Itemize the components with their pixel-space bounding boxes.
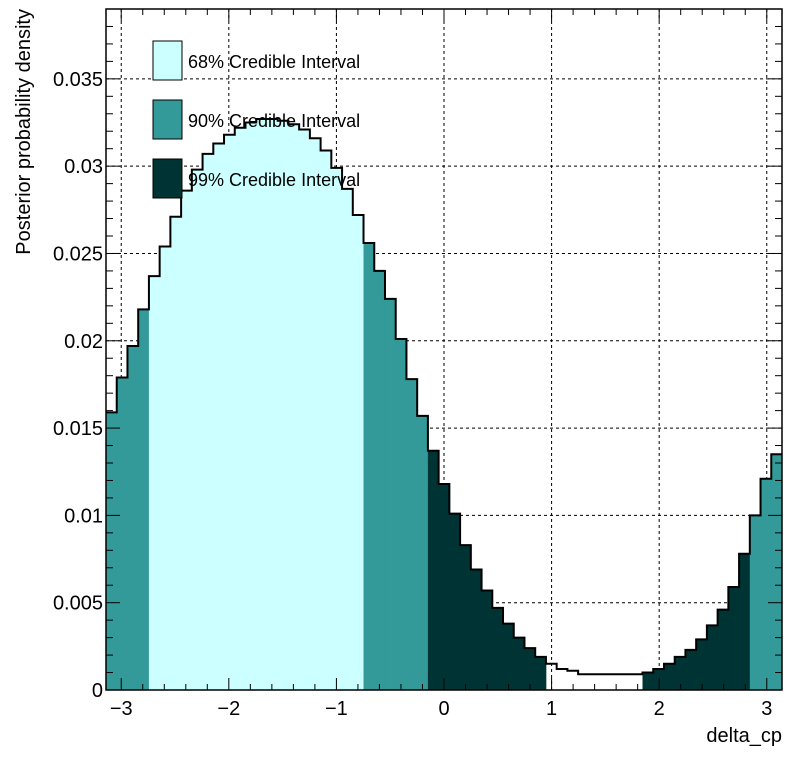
histogram-bar	[352, 215, 364, 691]
histogram-bar	[309, 138, 322, 690]
histogram-bar	[320, 150, 332, 690]
histogram-bar	[696, 639, 708, 690]
legend-entry-label: 99% Credible Interval	[188, 170, 360, 190]
histogram-bar	[706, 625, 719, 690]
histogram-bar	[717, 609, 729, 690]
histogram-bar	[170, 216, 182, 691]
histogram-bar	[106, 412, 118, 690]
histogram-bar	[449, 513, 461, 690]
x-tick-label: 0	[438, 698, 449, 720]
histogram-bar	[460, 545, 472, 690]
y-tick-label: 0.015	[53, 418, 103, 440]
histogram-bar	[492, 607, 504, 690]
x-tick-label: 1	[546, 698, 557, 720]
y-tick-label: 0	[92, 680, 103, 702]
y-axis-title: Posterior probability density	[13, 9, 35, 255]
histogram-bar	[277, 120, 289, 690]
histogram-bar	[245, 122, 257, 690]
x-tick-labels: −3 −2 −1 0 1 2 3	[110, 698, 773, 720]
legend-swatch	[152, 40, 183, 81]
histogram-bar	[760, 478, 772, 690]
axis-ticks	[106, 8, 782, 691]
y-tick-label: 0.035	[53, 69, 103, 91]
histogram-bars	[106, 119, 783, 691]
y-tick-label: 0.01	[64, 505, 103, 527]
histogram-bar	[148, 276, 161, 690]
histogram-bar	[470, 569, 482, 690]
histogram-bar	[159, 246, 171, 690]
histogram-bar	[234, 127, 246, 690]
legend: 68% Credible Interval 90% Credible Interv…	[152, 40, 360, 199]
histogram-bar	[384, 298, 397, 690]
histogram-bar	[771, 454, 783, 690]
histogram-bar	[417, 415, 429, 690]
histogram-bar	[728, 586, 740, 690]
histogram-bar	[524, 648, 536, 690]
histogram-bar	[224, 134, 236, 690]
histogram-bar	[331, 167, 343, 690]
x-axis-title: delta_cp	[706, 725, 782, 747]
histogram-bar	[202, 153, 214, 690]
legend-swatch	[152, 158, 183, 199]
y-tick-label: 0.025	[53, 243, 103, 265]
legend-swatch	[152, 99, 183, 140]
x-tick-label: −1	[325, 698, 348, 720]
histogram-bar	[363, 242, 375, 690]
y-tick-label: 0.03	[64, 156, 103, 178]
histogram-bar	[213, 143, 225, 690]
histogram-bar	[288, 124, 300, 690]
legend-entry-label: 68% Credible Interval	[188, 52, 360, 72]
histogram-bar	[299, 129, 311, 690]
histogram-bar	[266, 119, 279, 690]
histogram-bar	[256, 119, 268, 690]
y-tick-labels: 0 0.005 0.01 0.015 0.02 0.025 0.03 0.035	[53, 69, 103, 702]
x-tick-label: −2	[217, 698, 240, 720]
histogram-bar	[481, 590, 493, 690]
histogram-outline	[106, 118, 782, 676]
histogram-bar	[438, 483, 450, 690]
histogram-bar	[191, 169, 203, 691]
histogram-bar	[116, 377, 128, 690]
y-tick-label: 0.005	[53, 593, 103, 615]
histogram-bar	[663, 663, 676, 690]
histogram-bar	[181, 190, 193, 690]
histogram-bar	[406, 379, 418, 690]
histogram-bar	[395, 339, 407, 690]
histogram-bar	[513, 637, 525, 690]
legend-entry-label: 90% Credible Interval	[188, 111, 360, 131]
histogram-bar	[374, 270, 386, 690]
histogram-bar	[739, 553, 751, 690]
histogram-bar	[749, 515, 761, 690]
histogram-bar	[535, 656, 547, 690]
histogram-bar	[342, 188, 354, 690]
y-tick-label: 0.02	[64, 331, 103, 353]
x-tick-label: −3	[110, 698, 133, 720]
histogram-bar	[642, 672, 654, 690]
histogram-bar	[427, 450, 440, 690]
histogram-bar	[138, 309, 150, 690]
histogram-bar	[503, 623, 515, 690]
histogram-bar	[685, 649, 697, 690]
histogram-bar	[674, 656, 686, 690]
x-tick-label: 3	[761, 698, 772, 720]
histogram-bar	[127, 346, 139, 690]
x-tick-label: 2	[654, 698, 665, 720]
